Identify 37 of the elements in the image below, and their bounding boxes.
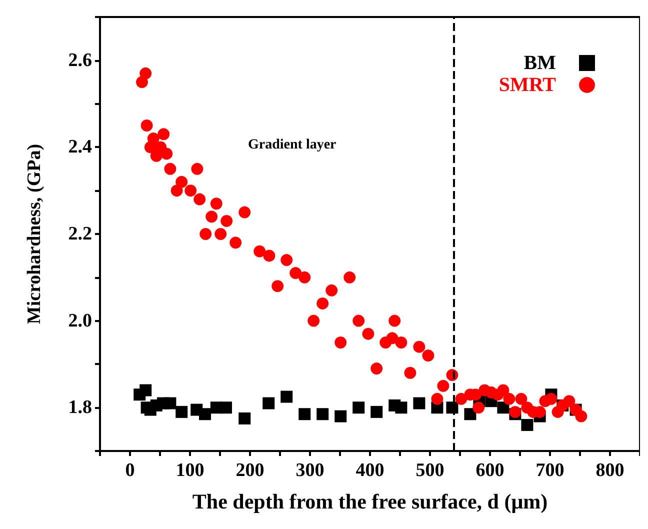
point — [413, 397, 426, 410]
point — [164, 397, 176, 410]
y-tick-label: 2.2 — [68, 224, 92, 244]
y-tick-label: 1.8 — [68, 397, 92, 418]
point — [220, 402, 232, 414]
point — [352, 402, 365, 414]
x-tick-label: 100 — [176, 460, 204, 481]
point — [238, 412, 251, 424]
x-tick-label: 500 — [416, 460, 444, 481]
x-tick-label: 800 — [596, 460, 624, 481]
point — [140, 384, 152, 396]
y-axis-title: Microhardness, (GPa) — [24, 144, 45, 324]
annotation: Gradient layer — [248, 138, 336, 152]
x-tick-label: 600 — [476, 460, 504, 481]
x-tick-label: 0 — [125, 460, 135, 481]
point — [497, 402, 510, 414]
x-tick-label: 400 — [356, 460, 384, 481]
y-tick-label: 2.4 — [68, 136, 92, 158]
x-tick-label: 300 — [296, 460, 324, 481]
y-tick-label: 2.0 — [68, 310, 92, 332]
x-axis-title: The depth from the free surface, d (μm) — [192, 490, 548, 514]
point — [199, 408, 211, 420]
point — [370, 406, 383, 418]
y-tick-label: 2.6 — [68, 50, 92, 71]
point — [262, 397, 275, 410]
point — [176, 406, 188, 418]
point — [521, 418, 534, 431]
point — [316, 408, 329, 420]
legend-label: SMRT — [498, 74, 557, 96]
point — [334, 410, 347, 422]
point — [280, 390, 293, 403]
point — [395, 402, 408, 414]
point — [298, 408, 311, 420]
x-tick-label: 200 — [236, 460, 264, 481]
x-tick-label: 700 — [536, 460, 564, 481]
legend-label: BM — [524, 52, 556, 74]
point — [464, 408, 476, 420]
